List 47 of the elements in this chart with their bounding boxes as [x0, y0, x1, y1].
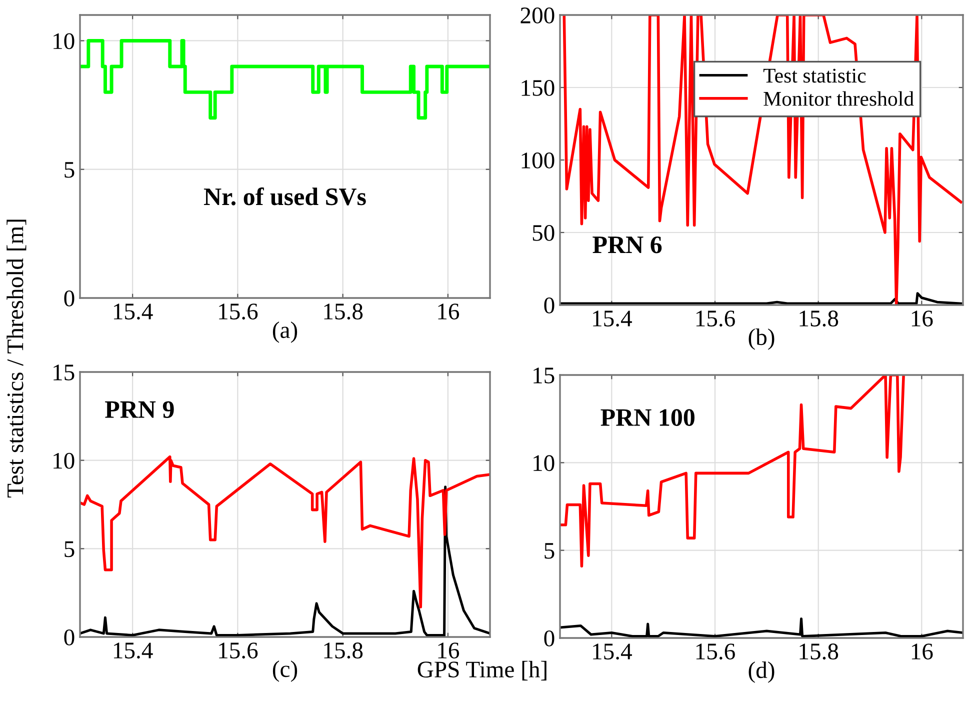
y-tick-label: 15 [534, 368, 554, 384]
x-tick-label: 15.4 [114, 304, 153, 320]
legend-label: Test statistic [763, 68, 866, 83]
x-tick-label: 15.4 [114, 642, 153, 659]
x-tick-label: 15.6 [219, 642, 258, 659]
x-axis-title: (d) [748, 661, 774, 683]
line-series [80, 455, 490, 608]
x-axis-title: (a) [272, 321, 298, 343]
y-tick-label: 0 [544, 297, 554, 314]
y-tick-label: 5 [64, 541, 74, 558]
y-tick-label: 150 [522, 80, 554, 96]
y-tick-label: 10 [54, 33, 74, 50]
y-tick-label: 0 [64, 629, 74, 646]
x-axis-title: (c) [272, 660, 298, 682]
y-tick-label: 0 [544, 630, 554, 646]
y-axis-title: Test statistics / Threshold [m] [6, 220, 26, 498]
x-tick-label: 15.4 [593, 310, 632, 327]
x-tick-label: 15.6 [219, 304, 258, 320]
y-tick-label: 5 [64, 162, 74, 178]
x-axis-title: (b) [748, 328, 774, 350]
x-tick-label: 15.8 [800, 644, 838, 660]
y-tick-label: 200 [520, 7, 554, 24]
annotation: PRN 100 [600, 409, 694, 426]
y-tick-label: 10 [534, 455, 554, 472]
y-tick-label: 0 [64, 290, 74, 306]
y-tick-label: 5 [544, 543, 554, 559]
legend-label: Monitor threshold [764, 91, 914, 106]
y-tick-label: 100 [522, 152, 554, 168]
x-tick-label: 15.8 [324, 642, 363, 659]
y-tick-label: 50 [532, 224, 554, 241]
x-tick-label: 16 [912, 644, 933, 660]
x-tick-label: 15.8 [324, 304, 363, 320]
y-tick-label: 15 [54, 364, 74, 380]
x-tick-label: 16 [438, 304, 460, 320]
line-series [560, 375, 905, 568]
x-tick-label: 15.6 [696, 310, 735, 327]
x-tick-label: 16 [438, 642, 460, 658]
x-tick-label: 15.6 [696, 644, 735, 660]
x-tick-label: 16 [912, 310, 933, 326]
x-tick-label: 15.8 [800, 310, 838, 327]
annotation: PRN 9 [105, 401, 174, 418]
line-series [80, 38, 490, 120]
y-tick-label: 10 [54, 452, 74, 469]
x-tick-label: 15.4 [593, 644, 632, 660]
text: GPS Time [h] [418, 660, 546, 680]
annotation: PRN 6 [592, 236, 662, 254]
annotation: Nr. of used SVs [204, 187, 366, 206]
